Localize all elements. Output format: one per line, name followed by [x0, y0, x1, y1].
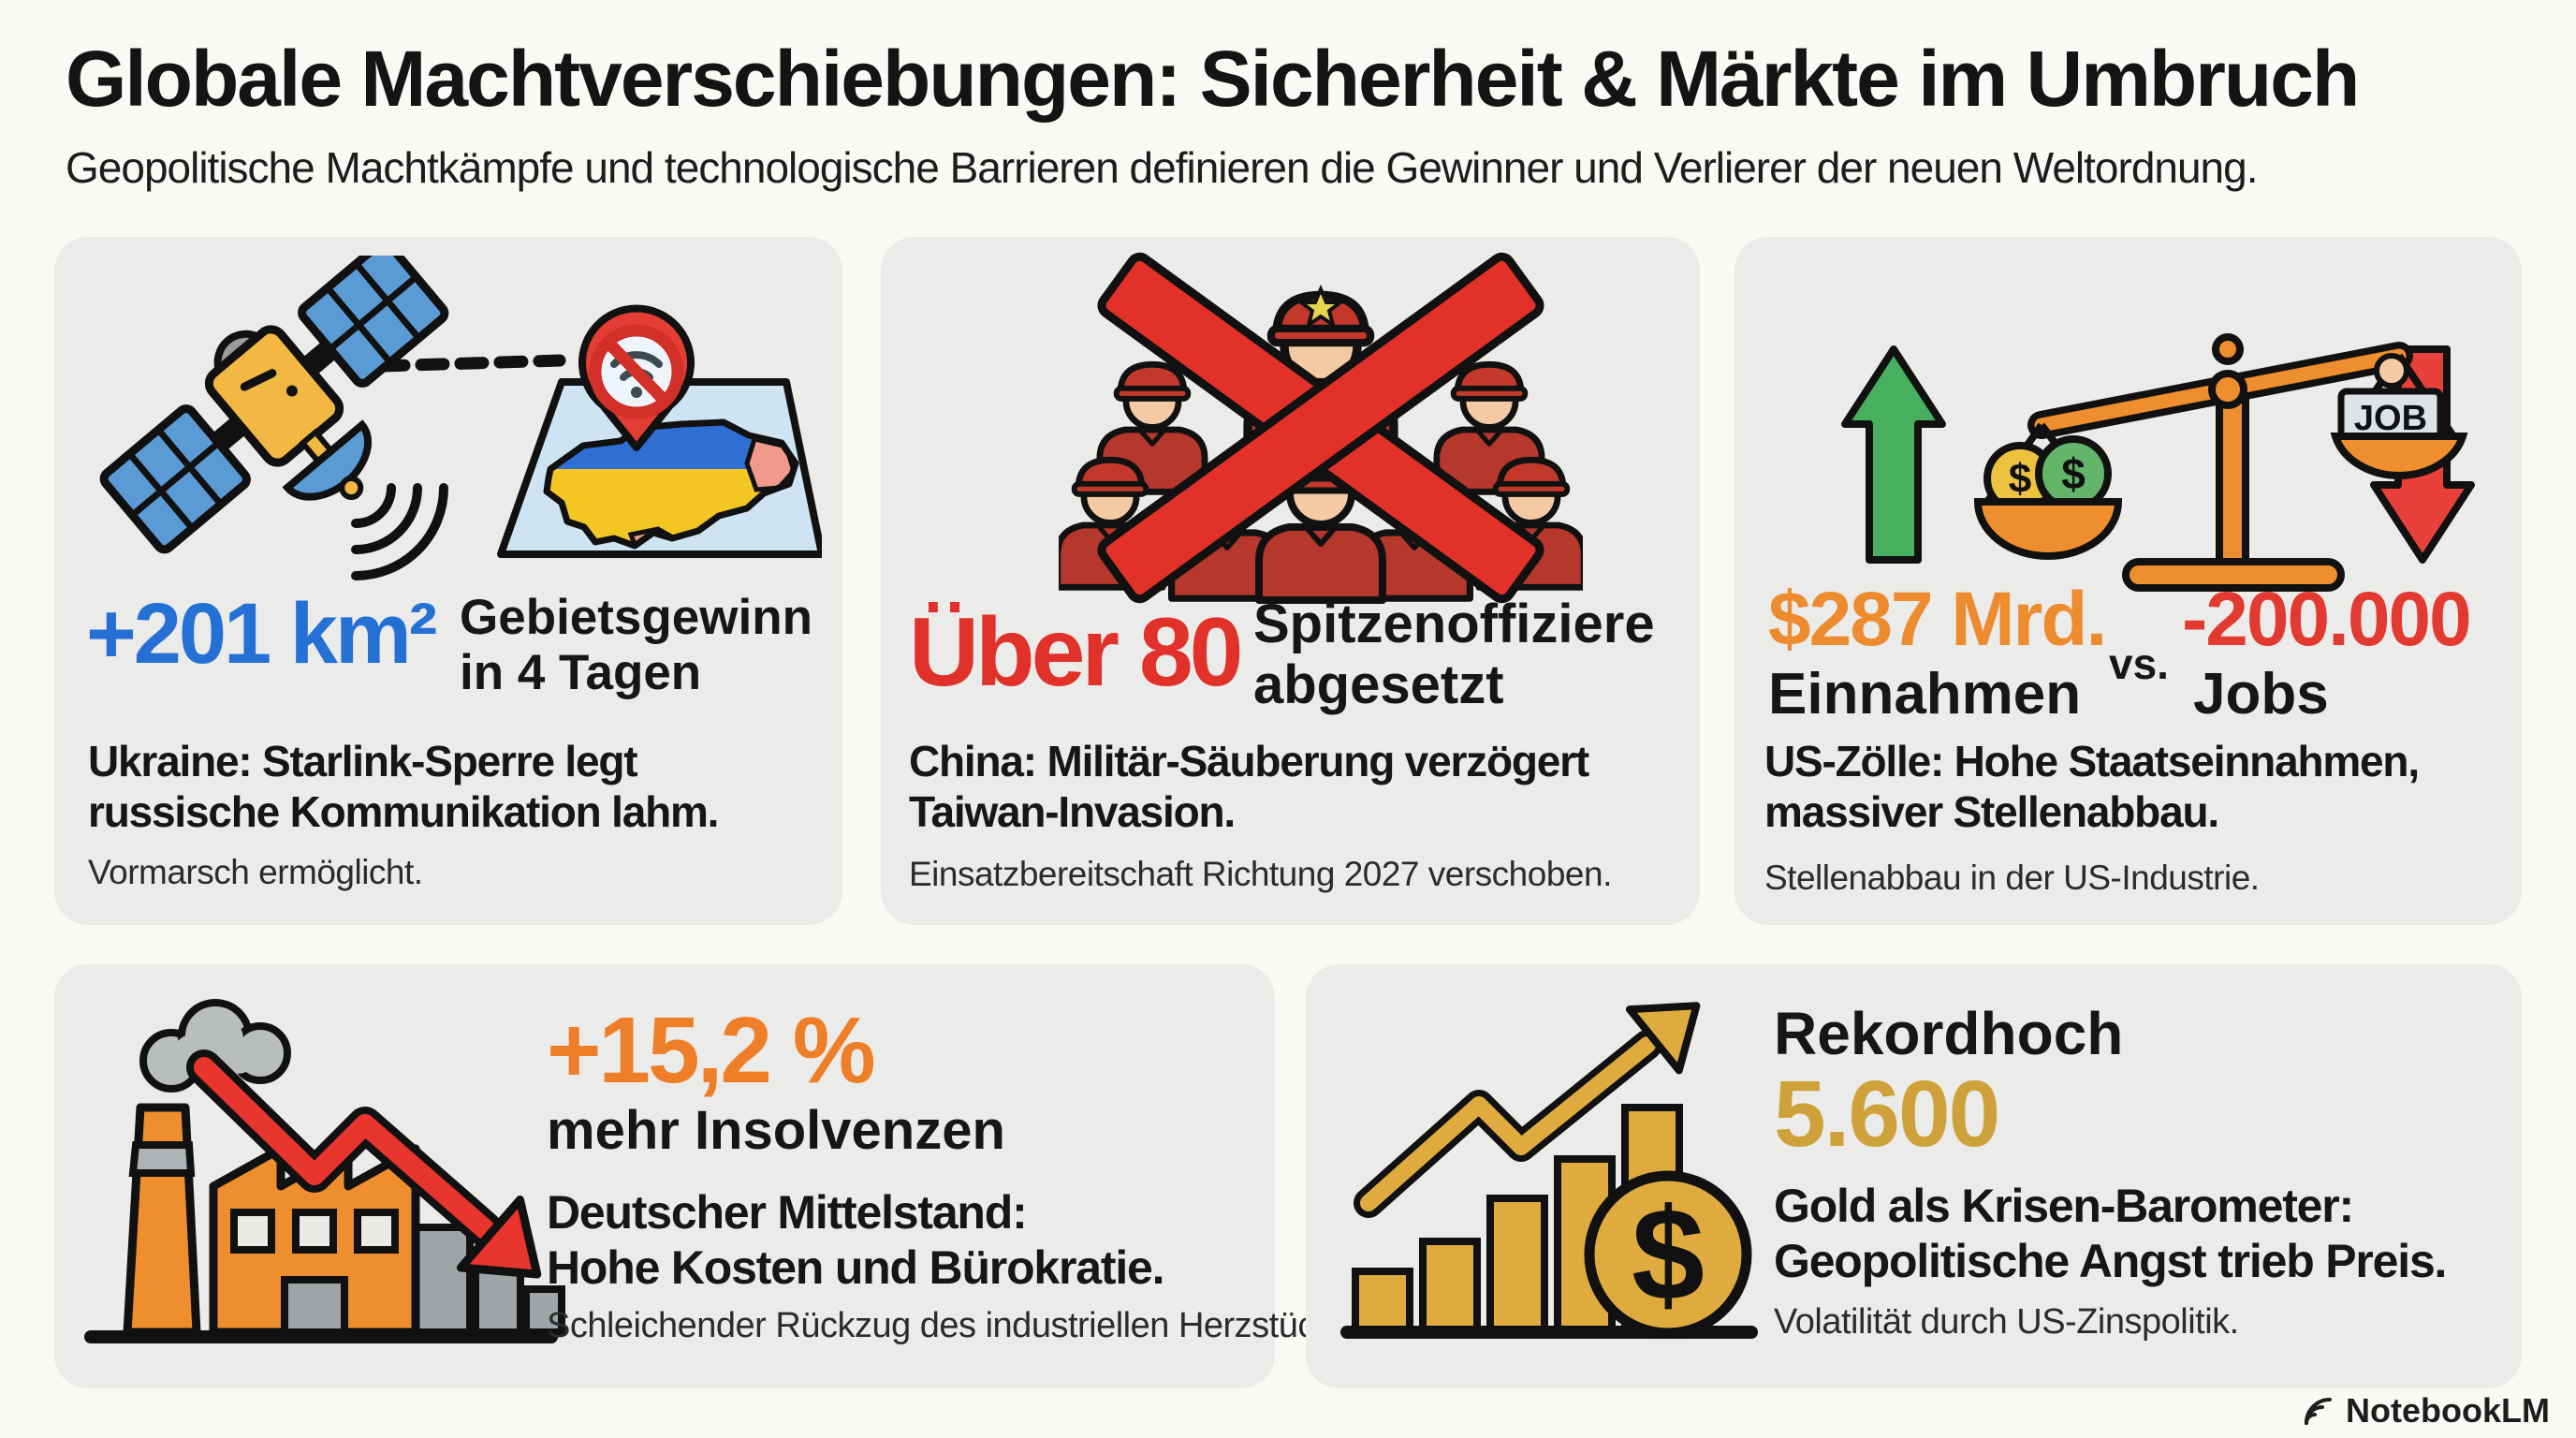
page-title: Globale Machtverschiebungen: Sicherheit … — [66, 35, 2360, 123]
vs-label: vs. — [2109, 639, 2169, 688]
ukraine-headline-line1: Ukraine: Starlink-Sperre legt — [88, 737, 638, 785]
stat-officers-label-line2: abgesetzt — [1253, 653, 1504, 715]
stat-tariff-revenue: $287 Mrd. — [1768, 577, 2107, 662]
rise-arrow-icon — [1354, 1002, 1701, 1218]
gold-headline-line2: Geopolitische Angst trieb Preis. — [1774, 1235, 2447, 1287]
china-headline-line2: Taiwan-Invasion. — [909, 787, 1236, 837]
card-china-military-purge: Über 80 Spitzenoffiziere abgesetzt China… — [881, 237, 1700, 925]
card-ukraine-starlink: +201 km² Gebietsgewinn in 4 Tagen Ukrain… — [54, 237, 842, 925]
page-subtitle: Geopolitische Machtkämpfe und technologi… — [66, 143, 2259, 192]
satellite-signal-blocked-ukraine-map-icon — [99, 256, 822, 580]
insolvency-subtext: Schleichender Rückzug des industriellen … — [547, 1306, 1359, 1345]
cap-star-icon — [1295, 284, 1346, 330]
stat-officers-removed: Über 80 — [909, 598, 1244, 707]
stat-territory-label-line2: in 4 Tagen — [460, 645, 702, 701]
stat-job-losses-label: Jobs — [2193, 662, 2329, 726]
stat-territory-label-line1: Gebietsgewinn — [460, 590, 812, 645]
insolvency-headline-line2: Hohe Kosten und Bürokratie. — [547, 1241, 1165, 1294]
notebooklm-logo-icon — [2305, 1398, 2333, 1425]
stat-job-losses: -200.000 — [2182, 577, 2472, 662]
gold-subtext: Volatilität durch US-Zinspolitik. — [1774, 1302, 2239, 1342]
dollar-coin-glyph: $ — [1632, 1181, 1705, 1328]
ukraine-headline-line2: russische Kommunikation lahm. — [88, 787, 719, 837]
gold-rising-chart-coin-icon: $ — [1340, 1002, 1758, 1339]
no-signal-pin-icon — [578, 304, 695, 451]
stat-tariff-revenue-label: Einnahmen — [1768, 662, 2082, 726]
red-x-icon — [1097, 252, 1544, 604]
watermark-label: NotebookLM — [2346, 1391, 2550, 1430]
stat-insolvency-label: mehr Insolvenzen — [547, 1100, 1005, 1161]
tariffs-subtext: Stellenabbau in der US-Industrie. — [1764, 858, 2260, 897]
gold-headline-line1: Gold als Krisen-Barometer: — [1774, 1180, 2354, 1232]
insolvency-headline-line1: Deutscher Mittelstand: — [547, 1186, 1028, 1239]
card-us-tariffs: $ $ JOB $287 Mrd. Einnahmen vs. -200.000… — [1734, 237, 2522, 925]
up-arrow-icon — [1841, 345, 1946, 564]
factory-decline-arrow-icon — [84, 999, 565, 1343]
stat-insolvency-increase: +15,2 % — [547, 998, 876, 1103]
china-headline-line1: China: Militär-Säuberung verzögert — [909, 737, 1589, 785]
unbalanced-scale-money-vs-jobs-icon: $ $ JOB — [1841, 333, 2475, 592]
gold-record-label: Rekordhoch — [1774, 1000, 2124, 1067]
decline-arrow-icon — [186, 1049, 542, 1279]
gold-coin-icon: $ — [1584, 1170, 1752, 1339]
card-gold-record: $ Rekordhoch 5.600 Gold als Krisen-Barom… — [1306, 964, 2522, 1388]
tariffs-headline-line2: massiver Stellenabbau. — [1764, 787, 2219, 837]
job-tag-label: JOB — [2354, 399, 2427, 438]
card-german-insolvencies: +15,2 % mehr Insolvenzen Deutscher Mitte… — [54, 964, 1359, 1388]
stat-gold-price: 5.600 — [1774, 1062, 2000, 1167]
tariffs-headline-line1: US-Zölle: Hohe Staatseinnahmen, — [1764, 737, 2420, 785]
dollar-coin-glyph: $ — [2061, 449, 2086, 498]
watermark: NotebookLM — [2299, 1391, 2550, 1431]
balance-scale-icon: $ $ JOB — [1973, 333, 2468, 592]
stat-territory-gain: +201 km² — [86, 586, 437, 682]
china-subtext: Einsatzbereitschaft Richtung 2027 versch… — [909, 855, 1612, 893]
stat-officers-label-line1: Spitzenoffiziere — [1253, 594, 1655, 654]
crossed-out-officers-icon — [1059, 252, 1583, 606]
ukraine-subtext: Vormarsch ermöglicht. — [88, 853, 423, 891]
dollar-coin-glyph: $ — [2009, 456, 2031, 502]
